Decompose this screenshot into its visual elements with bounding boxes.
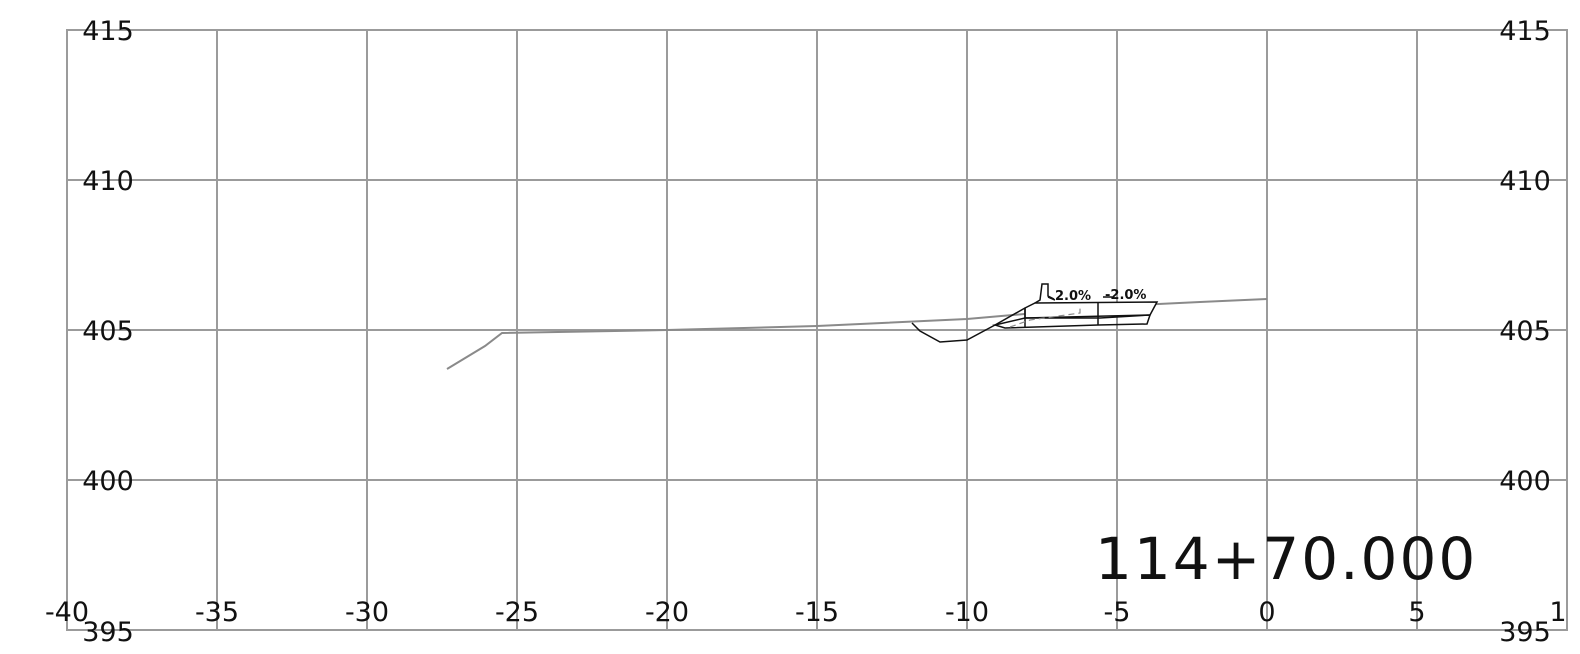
ditch-slope-line	[911, 307, 1026, 343]
x-tick-label: -25	[495, 597, 539, 628]
y-tick-label-left: 405	[82, 316, 134, 347]
x-tick-label: -5	[1104, 597, 1131, 628]
y-tick-label-left: 400	[82, 466, 134, 497]
y-tick-label-left: 410	[82, 166, 134, 197]
existing-ground-line	[446, 298, 1268, 370]
grade-label-left: 2.0%	[1055, 289, 1091, 304]
x-tick-label: -35	[195, 597, 239, 628]
x-tick-label: 5	[1408, 597, 1425, 628]
y-tick-label-right: 400	[1499, 466, 1551, 497]
x-tick-label: -10	[945, 597, 989, 628]
x-tick-label: -15	[795, 597, 839, 628]
curb-line	[1034, 283, 1055, 304]
grade-arrow	[1047, 296, 1056, 301]
x-tick-label: -30	[345, 597, 389, 628]
subgrade-dashed-line	[1009, 308, 1081, 328]
grid	[66, 29, 1568, 631]
x-tick-label: -20	[645, 597, 689, 628]
x-tick-label: 0	[1258, 597, 1275, 628]
y-tick-label-right: 410	[1499, 166, 1551, 197]
y-axis-labels-right: 415 410 405 400 395	[1499, 16, 1551, 648]
x-tick-label: 1	[1549, 597, 1566, 628]
y-tick-label-right: 415	[1499, 16, 1551, 47]
x-axis-labels: -40 -35 -30 -25 -20 -15 -10 -5 0 5 1	[45, 597, 1567, 628]
y-tick-label-right: 395	[1499, 617, 1551, 648]
design-cross-section: 2.0% -2.0%	[911, 283, 1159, 343]
x-tick-label: -40	[45, 597, 89, 628]
y-tick-label-right: 405	[1499, 316, 1551, 347]
y-tick-label-left: 395	[82, 617, 134, 648]
station-label: 114+70.000	[1095, 525, 1477, 593]
y-axis-labels-left: 415 410 405 400 395	[82, 16, 134, 648]
grade-label-right: -2.0%	[1105, 288, 1146, 303]
y-tick-label-left: 415	[82, 16, 134, 47]
